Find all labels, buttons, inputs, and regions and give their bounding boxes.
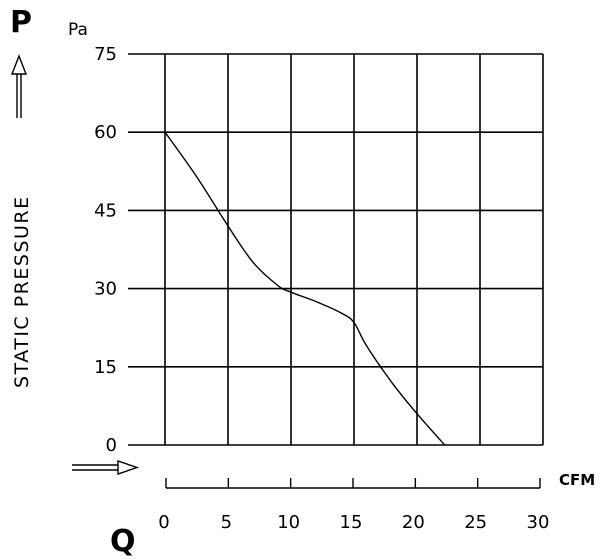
x-tick-label: 0	[158, 512, 169, 533]
x-arrow-icon	[72, 460, 140, 475]
y-axis: 0 15 30 45 60 75	[94, 44, 165, 456]
y-arrow-icon	[10, 54, 28, 118]
x-tick-label: 30	[527, 512, 550, 533]
pq-curve-line	[164, 131, 446, 446]
x-tick-label: 10	[277, 512, 300, 533]
x-unit: CFM	[559, 471, 595, 489]
x-tick-label: 5	[221, 512, 232, 533]
y-unit: Pa	[68, 20, 88, 40]
y-tick-label: 15	[94, 357, 117, 378]
grid	[164, 53, 544, 446]
series-group	[164, 131, 446, 446]
y-tick-label: 75	[94, 44, 117, 65]
y-tick-label: 30	[94, 279, 117, 300]
x-tick-label: 20	[402, 512, 425, 533]
x-axis: 0 5 10 15 20 25 30	[158, 478, 549, 533]
y-tick-label: 45	[94, 200, 117, 221]
y-tick-label: 0	[106, 435, 117, 456]
x-tick-label: 15	[340, 512, 363, 533]
x-symbol: Q	[110, 524, 136, 559]
x-tick-label: 25	[464, 512, 487, 533]
y-axis-label: STATIC PRESSURE	[11, 195, 33, 388]
y-symbol: P	[10, 5, 32, 40]
y-tick-label: 60	[94, 122, 117, 143]
